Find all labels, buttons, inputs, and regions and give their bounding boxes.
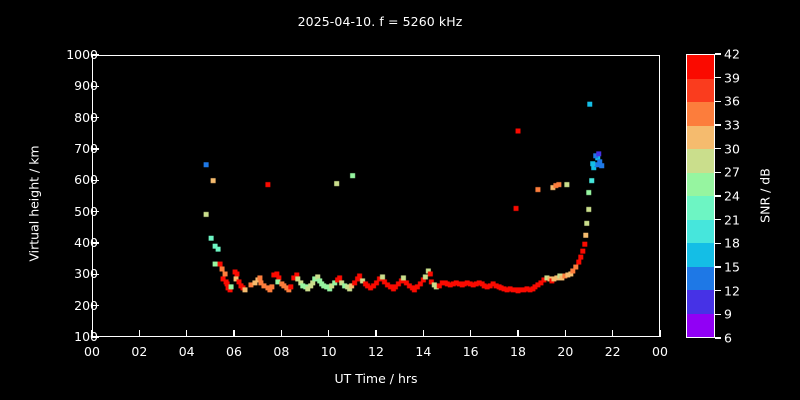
colorbar-tick-label: 6 [724, 330, 732, 346]
x-tick-label: 18 [510, 344, 526, 359]
y-tick-label: 700 [74, 140, 98, 156]
y-tick-mark [92, 54, 99, 56]
x-tick-label: 14 [415, 344, 432, 359]
colorbar-tick-label: 30 [724, 141, 740, 157]
colorbar-swatch [687, 172, 714, 196]
page-title: 2025-04-10. f = 5260 kHz [297, 14, 463, 29]
x-tick-mark [611, 330, 614, 337]
x-tick-mark [91, 330, 93, 337]
colorbar-swatch [687, 266, 714, 290]
colorbar-tick-mark [715, 195, 721, 197]
colorbar-tick-mark [715, 289, 721, 292]
x-tick-mark [469, 330, 472, 337]
x-tick-mark [375, 330, 377, 337]
colorbar-tick-label: 15 [724, 259, 740, 275]
x-tick-label: 10 [320, 344, 337, 359]
scatter-canvas [93, 56, 659, 336]
y-tick-mark [92, 242, 99, 244]
x-tick-label: 02 [131, 344, 148, 359]
x-tick-mark [564, 330, 567, 337]
x-tick-label: 16 [462, 344, 479, 359]
x-tick-label: 20 [557, 344, 574, 359]
colorbar-swatch [687, 125, 714, 149]
colorbar-tick-mark [715, 53, 721, 55]
x-tick-label: 00 [652, 344, 668, 359]
colorbar-tick-label: 24 [724, 188, 740, 204]
colorbar-tick-mark [715, 337, 721, 339]
x-tick-mark [233, 330, 235, 337]
y-tick-mark [92, 179, 99, 182]
y-tick-mark [92, 148, 99, 150]
x-tick-label: 22 [604, 344, 621, 359]
colorbar-swatch [687, 313, 714, 337]
x-tick-label: 12 [368, 344, 384, 359]
y-tick-mark [92, 273, 99, 276]
colorbar-title: SNR / dB [756, 55, 774, 337]
plot-area [92, 55, 660, 337]
colorbar-tick-label: 12 [724, 283, 740, 299]
y-tick-label: 600 [74, 172, 98, 188]
colorbar-swatch [687, 290, 714, 314]
x-tick-label: 08 [273, 344, 290, 359]
colorbar-tick-mark [715, 313, 721, 316]
x-tick-mark [327, 330, 330, 337]
y-tick-label: 1000 [66, 46, 98, 62]
y-tick-label: 800 [74, 109, 98, 125]
colorbar-tick-label: 21 [724, 212, 740, 228]
colorbar-tick-mark [715, 171, 721, 174]
colorbar-swatch [687, 149, 714, 173]
x-tick-mark [422, 330, 425, 337]
colorbar-tick-mark [715, 266, 721, 268]
x-tick-mark [517, 330, 519, 337]
colorbar [686, 54, 715, 338]
colorbar-tick-label: 18 [724, 235, 740, 251]
y-tick-label: 400 [74, 234, 98, 250]
x-axis-label: UT Time / hrs [334, 371, 418, 386]
colorbar-swatch [687, 55, 714, 79]
y-tick-label: 300 [74, 266, 98, 282]
colorbar-tick-mark [715, 100, 721, 103]
y-tick-mark [92, 336, 99, 338]
y-tick-mark [92, 116, 99, 119]
x-tick-mark [659, 330, 661, 337]
x-tick-label: 04 [178, 344, 195, 359]
y-tick-mark [92, 304, 99, 307]
colorbar-tick-label: 39 [724, 70, 740, 86]
y-axis-label: Virtual height / km [26, 145, 42, 262]
y-tick-label: 100 [74, 328, 98, 344]
y-tick-label: 900 [74, 78, 98, 94]
colorbar-tick-label: 33 [724, 117, 740, 133]
x-tick-mark [138, 330, 141, 337]
colorbar-swatch [687, 196, 714, 220]
x-tick-label: 00 [84, 344, 100, 359]
colorbar-swatch [687, 102, 714, 126]
colorbar-tick-mark [715, 147, 721, 150]
y-tick-mark [92, 210, 99, 213]
x-tick-mark [280, 330, 283, 337]
y-tick-label: 200 [74, 297, 98, 313]
colorbar-swatch [687, 243, 714, 267]
colorbar-swatch [687, 219, 714, 243]
colorbar-tick-mark [715, 218, 721, 221]
y-tick-mark [92, 85, 99, 88]
colorbar-title-label: SNR / dB [757, 168, 773, 223]
colorbar-tick-mark [715, 76, 721, 79]
colorbar-tick-mark [715, 124, 721, 126]
colorbar-swatch [687, 78, 714, 102]
colorbar-tick-mark [715, 242, 721, 245]
colorbar-tick-label: 9 [724, 306, 732, 322]
colorbar-tick-label: 27 [724, 164, 740, 180]
colorbar-tick-label: 42 [724, 46, 740, 62]
x-tick-mark [185, 330, 188, 337]
x-tick-label: 06 [226, 344, 242, 359]
colorbar-tick-label: 36 [724, 93, 740, 109]
y-tick-label: 500 [74, 203, 98, 219]
